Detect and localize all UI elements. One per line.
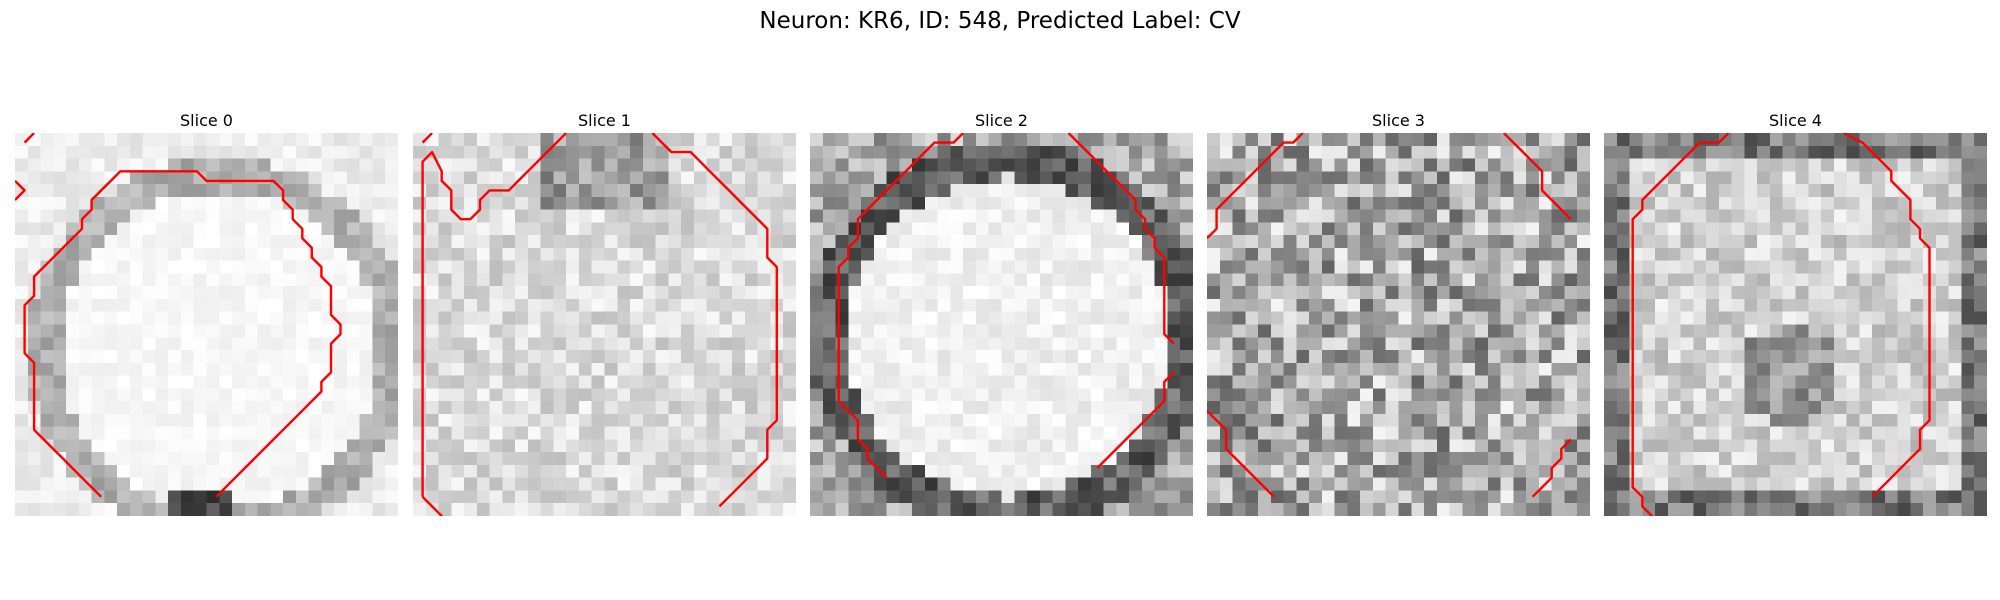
contour-line <box>15 180 26 201</box>
contour-line <box>421 133 568 497</box>
slice-panel-2: Slice 2 <box>810 110 1193 516</box>
slice-image <box>1604 133 1987 516</box>
slice-image <box>810 133 1193 516</box>
contour-line <box>1096 371 1175 469</box>
slice-title: Slice 0 <box>180 111 233 130</box>
figure-title: Neuron: KR6, ID: 548, Predicted Label: C… <box>759 8 1241 34</box>
contour-line <box>1502 133 1572 221</box>
contour-line <box>23 170 140 498</box>
contour-line <box>23 133 35 144</box>
contour-line <box>1842 133 1931 498</box>
slice-panel-4: Slice 4 <box>1604 110 1987 516</box>
slice-title: Slice 1 <box>578 111 631 130</box>
slice-panel-0: Slice 0 <box>15 110 398 516</box>
contour-line <box>421 495 443 516</box>
contour-line <box>1207 133 1304 240</box>
slice-title: Slice 2 <box>975 111 1028 130</box>
slice-image <box>15 133 398 516</box>
contour-line <box>1207 409 1275 498</box>
slice-image <box>413 133 796 516</box>
slice-panel-1: Slice 1 <box>413 110 796 516</box>
slice-title: Slice 3 <box>1372 111 1425 130</box>
contour-line <box>1531 438 1572 498</box>
contour-line <box>837 133 965 479</box>
contour-line <box>139 170 342 498</box>
slice-title: Slice 4 <box>1769 111 1822 130</box>
slice-image <box>1207 133 1590 516</box>
slice-panel-3: Slice 3 <box>1207 110 1590 516</box>
contour-line <box>651 133 778 508</box>
contour-line <box>1067 133 1175 345</box>
contour-line <box>421 133 433 144</box>
contour-line <box>1631 133 1730 516</box>
